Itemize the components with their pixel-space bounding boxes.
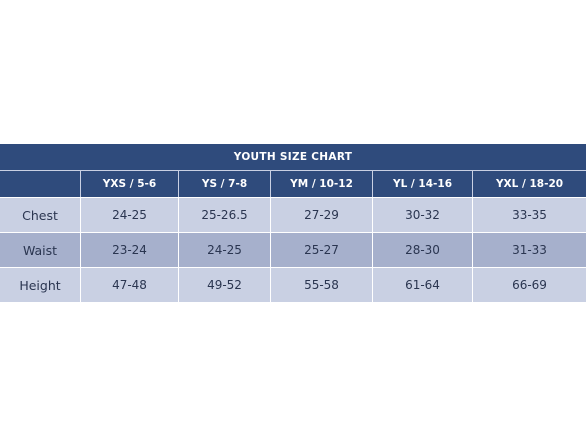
header-cell-yl: YL / 14-16	[373, 171, 473, 197]
table-cell: 24-25	[81, 198, 179, 232]
row-label-waist: Waist	[0, 233, 81, 267]
table-cell: 24-25	[179, 233, 271, 267]
header-cell-empty	[0, 171, 81, 197]
table-cell: 25-26.5	[179, 198, 271, 232]
table-row-height: Height 47-48 49-52 55-58 61-64 66-69	[0, 267, 586, 302]
table-cell: 25-27	[271, 233, 373, 267]
table-cell: 31-33	[512, 243, 547, 257]
table-cell: 66-69	[512, 278, 547, 292]
header-cell-ys: YS / 7-8	[179, 171, 271, 197]
table-row-waist: Waist 23-24 24-25 25-27 28-30 31-33	[0, 232, 586, 267]
header-cell-yxl: YXL / 18-20	[495, 178, 564, 190]
table-cell: 30-32	[373, 198, 473, 232]
table-cell: 55-58	[271, 268, 373, 302]
table-cell: 28-30	[373, 233, 473, 267]
table-cell: 27-29	[271, 198, 373, 232]
table-cell: 49-52	[179, 268, 271, 302]
table-cell: 23-24	[81, 233, 179, 267]
row-label-height: Height	[0, 268, 81, 302]
size-chart-table: YOUTH SIZE CHART YXS / 5-6 YS / 7-8 YM /…	[0, 144, 586, 302]
table-cell: 33-35	[512, 208, 547, 222]
table-cell: 47-48	[81, 268, 179, 302]
table-row-chest: Chest 24-25 25-26.5 27-29 30-32 33-35	[0, 197, 586, 232]
table-title: YOUTH SIZE CHART	[0, 144, 586, 171]
header-cell-yxs: YXS / 5-6	[81, 171, 179, 197]
row-label-chest: Chest	[0, 198, 81, 232]
header-row: YXS / 5-6 YS / 7-8 YM / 10-12 YL / 14-16…	[0, 171, 586, 197]
header-cell-ym: YM / 10-12	[271, 171, 373, 197]
table-cell: 61-64	[373, 268, 473, 302]
